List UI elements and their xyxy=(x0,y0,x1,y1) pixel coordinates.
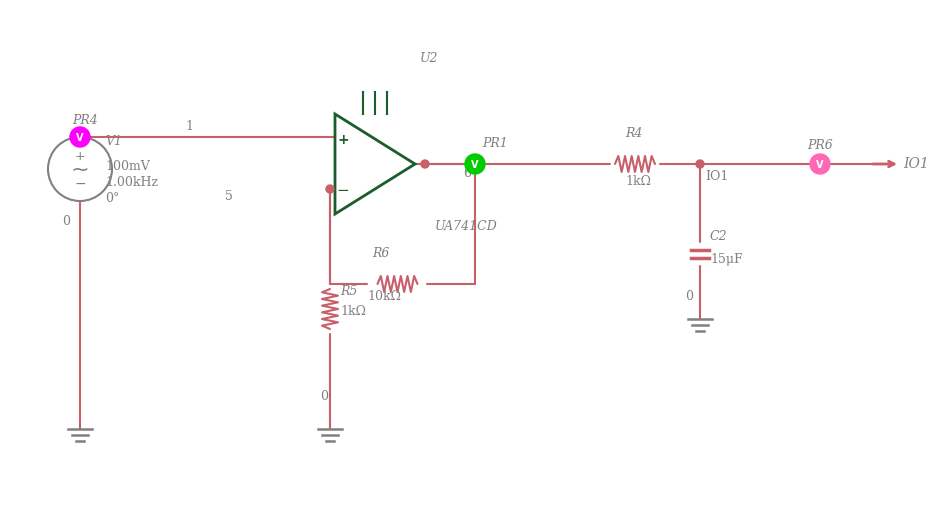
Text: +: + xyxy=(337,133,348,147)
Text: V: V xyxy=(470,160,478,169)
Text: +: + xyxy=(74,149,86,162)
Circle shape xyxy=(809,155,829,175)
Text: 6: 6 xyxy=(463,166,470,180)
Circle shape xyxy=(69,128,89,148)
Circle shape xyxy=(421,161,428,168)
Text: 1kΩ: 1kΩ xyxy=(340,304,366,318)
Text: IO1: IO1 xyxy=(704,169,727,183)
Text: U2: U2 xyxy=(420,52,438,65)
Text: 0: 0 xyxy=(320,389,327,402)
Text: 10kΩ: 10kΩ xyxy=(367,290,401,302)
Text: ~: ~ xyxy=(70,160,89,180)
Text: PR1: PR1 xyxy=(482,136,507,149)
Text: 15μF: 15μF xyxy=(709,252,742,266)
Text: 1: 1 xyxy=(185,120,193,133)
Text: 0: 0 xyxy=(62,215,69,228)
Text: 1.00kHz: 1.00kHz xyxy=(105,176,158,189)
Text: 0: 0 xyxy=(684,290,692,302)
Text: IO1: IO1 xyxy=(902,157,928,171)
Text: V: V xyxy=(816,160,823,169)
Circle shape xyxy=(326,186,333,193)
Text: 5: 5 xyxy=(225,190,232,203)
Text: R5: R5 xyxy=(340,285,357,297)
Circle shape xyxy=(465,155,485,175)
Text: PR6: PR6 xyxy=(806,138,832,151)
Circle shape xyxy=(695,161,704,168)
Text: R4: R4 xyxy=(625,127,642,140)
Text: UA741CD: UA741CD xyxy=(434,219,497,233)
Text: 0°: 0° xyxy=(105,191,119,205)
Text: R6: R6 xyxy=(372,246,389,260)
Text: 1kΩ: 1kΩ xyxy=(625,175,650,188)
Text: −: − xyxy=(336,182,349,197)
Text: PR4: PR4 xyxy=(72,114,98,126)
Text: V1: V1 xyxy=(105,135,122,148)
Text: C2: C2 xyxy=(709,230,727,242)
Text: 100mV: 100mV xyxy=(105,160,149,173)
Text: V: V xyxy=(76,133,84,143)
Text: −: − xyxy=(74,177,86,191)
